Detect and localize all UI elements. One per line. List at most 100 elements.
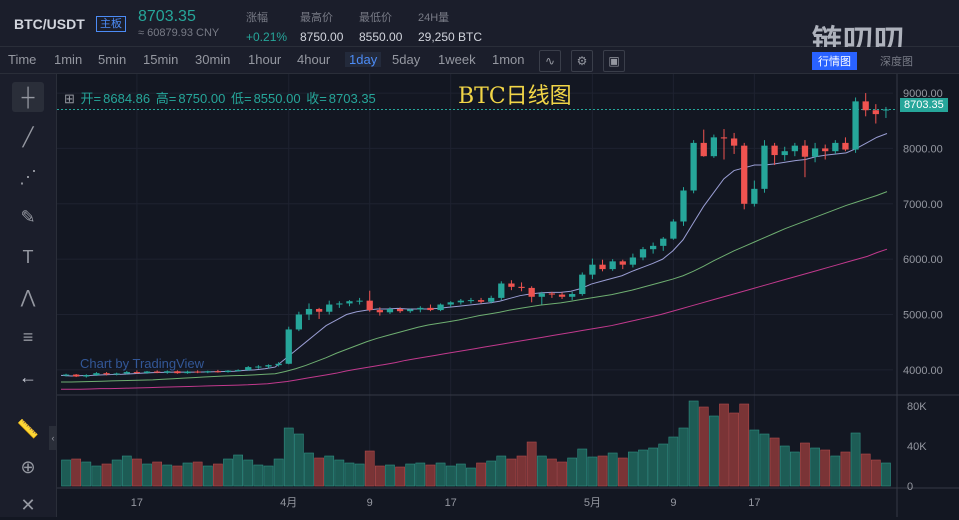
chart-area[interactable]: 9000.00 8000.00 7000.00 6000.00 5000.00 4000.… [57, 74, 959, 517]
volume-bar [577, 448, 588, 487]
x-tick-label: 17 [748, 497, 760, 509]
volume-bar [648, 447, 658, 487]
text-icon[interactable]: T [22, 247, 34, 267]
candle-body [599, 264, 606, 270]
volume-bar [233, 454, 243, 487]
tf-1hour[interactable]: 1hour [248, 52, 282, 67]
candle-body [255, 366, 262, 368]
candle-body [508, 283, 515, 287]
measure-lines-icon[interactable]: ≡ [22, 327, 34, 347]
legend-expand-icon[interactable]: ⊞ [64, 91, 75, 106]
zoom-icon[interactable]: ⊕ [20, 457, 36, 477]
candle-body [619, 261, 626, 265]
tf-1day[interactable]: 1day [345, 52, 382, 67]
stat-change: 涨幅 +0.21% [246, 9, 287, 44]
candle-body [700, 142, 707, 157]
volume-bar [374, 465, 385, 487]
brush-icon[interactable]: ✎ [20, 207, 36, 227]
candle-body [214, 371, 222, 373]
candle-body [83, 375, 90, 377]
close-icon[interactable]: ✕ [20, 495, 36, 515]
candle-body [437, 304, 444, 311]
drawing-toolbar: ┼ ╱ ⋰ ✎ T ⋀ ≡ ← 📏 ⊕ ✕ [0, 74, 57, 517]
volume-bar [860, 453, 871, 487]
volume-bar [557, 461, 567, 487]
tf-15min[interactable]: 15min [143, 52, 179, 67]
volume-bar [729, 412, 739, 487]
tf-4hour[interactable]: 4hour [297, 52, 331, 67]
pair-title[interactable]: BTC/USDT [14, 16, 85, 32]
volume-bar [779, 445, 790, 487]
pattern-icon[interactable]: ⋀ [20, 287, 36, 307]
trendline-icon[interactable]: ╱ [22, 127, 34, 147]
candle-body [518, 286, 525, 288]
tab-depth-chart[interactable]: 深度图 [880, 56, 913, 68]
volume-bar [709, 415, 719, 487]
volume-bar [881, 462, 891, 487]
volume-bar [597, 455, 608, 487]
candle-body [457, 300, 464, 303]
candle-body [710, 137, 718, 157]
candle-body [295, 314, 303, 330]
candle-body [882, 109, 890, 111]
back-arrow-icon[interactable]: ← [19, 367, 37, 387]
y-tick-label: 6000.00 [903, 254, 943, 266]
volume-bar [364, 450, 375, 487]
tf-5min[interactable]: 5min [98, 52, 127, 67]
tf-1mon[interactable]: 1mon [492, 52, 525, 67]
ruler-icon[interactable]: 📏 [16, 419, 40, 439]
tf-time[interactable]: Time [8, 52, 37, 67]
volume-bar [172, 465, 183, 487]
candle-body [822, 148, 829, 152]
tf-30min[interactable]: 30min [195, 52, 231, 67]
stat-value: 8550.00 [359, 30, 403, 44]
settings-icon[interactable]: ⚙ [571, 50, 593, 72]
legend-close: 8703.35 [328, 91, 376, 106]
x-tick-label: 9 [670, 497, 676, 509]
fib-icon[interactable]: ⋰ [19, 167, 37, 187]
moving-average-line [61, 248, 888, 390]
volume-bar [628, 451, 638, 487]
candle-body [558, 294, 566, 297]
candle-body [326, 304, 333, 312]
volume-bar [617, 457, 628, 487]
candle-body [498, 283, 505, 298]
volume-bar [587, 456, 598, 487]
crosshair-icon[interactable]: ┼ [12, 82, 44, 112]
candle-body [801, 145, 809, 157]
volume-bar [263, 465, 274, 487]
volume-bar [395, 466, 405, 487]
tf-5day[interactable]: 5day [392, 52, 421, 67]
candle-body [872, 110, 879, 115]
tab-price-chart[interactable]: 行情图 [812, 52, 857, 70]
stat-label: 最高价 [300, 12, 333, 24]
candle-body [569, 294, 576, 297]
candle-body [609, 261, 616, 270]
legend-low: 8550.00 [253, 91, 301, 106]
legend-open-label: 开= [80, 91, 102, 106]
indicator-icon[interactable]: ∿ [539, 50, 561, 72]
candle-body [113, 373, 120, 375]
screenshot-icon[interactable]: ▣ [603, 50, 625, 72]
candle-body [751, 188, 758, 204]
board-badge: 主板 [96, 16, 126, 32]
x-tick-label: 5月 [584, 497, 601, 509]
tf-1week[interactable]: 1week [438, 52, 476, 67]
candle-body [538, 293, 545, 297]
collapse-toolbar-button[interactable]: ‹ [49, 426, 57, 450]
volume-bar [759, 433, 770, 487]
volume-bar [182, 462, 193, 487]
stat-high: 最高价 8750.00 [300, 9, 343, 44]
legend-close-label: 收= [306, 91, 327, 106]
candle-body [488, 297, 495, 302]
candle-body [528, 287, 535, 297]
volume-bar [273, 458, 284, 487]
candle-body [154, 371, 161, 373]
y-tick-label: 5000.00 [903, 310, 943, 322]
volume-bar [192, 461, 203, 487]
tf-1min[interactable]: 1min [54, 52, 83, 67]
volume-bar [739, 403, 750, 487]
candle-body [477, 300, 485, 302]
x-tick-label: 9 [367, 497, 373, 509]
stat-label: 最低价 [359, 12, 392, 24]
